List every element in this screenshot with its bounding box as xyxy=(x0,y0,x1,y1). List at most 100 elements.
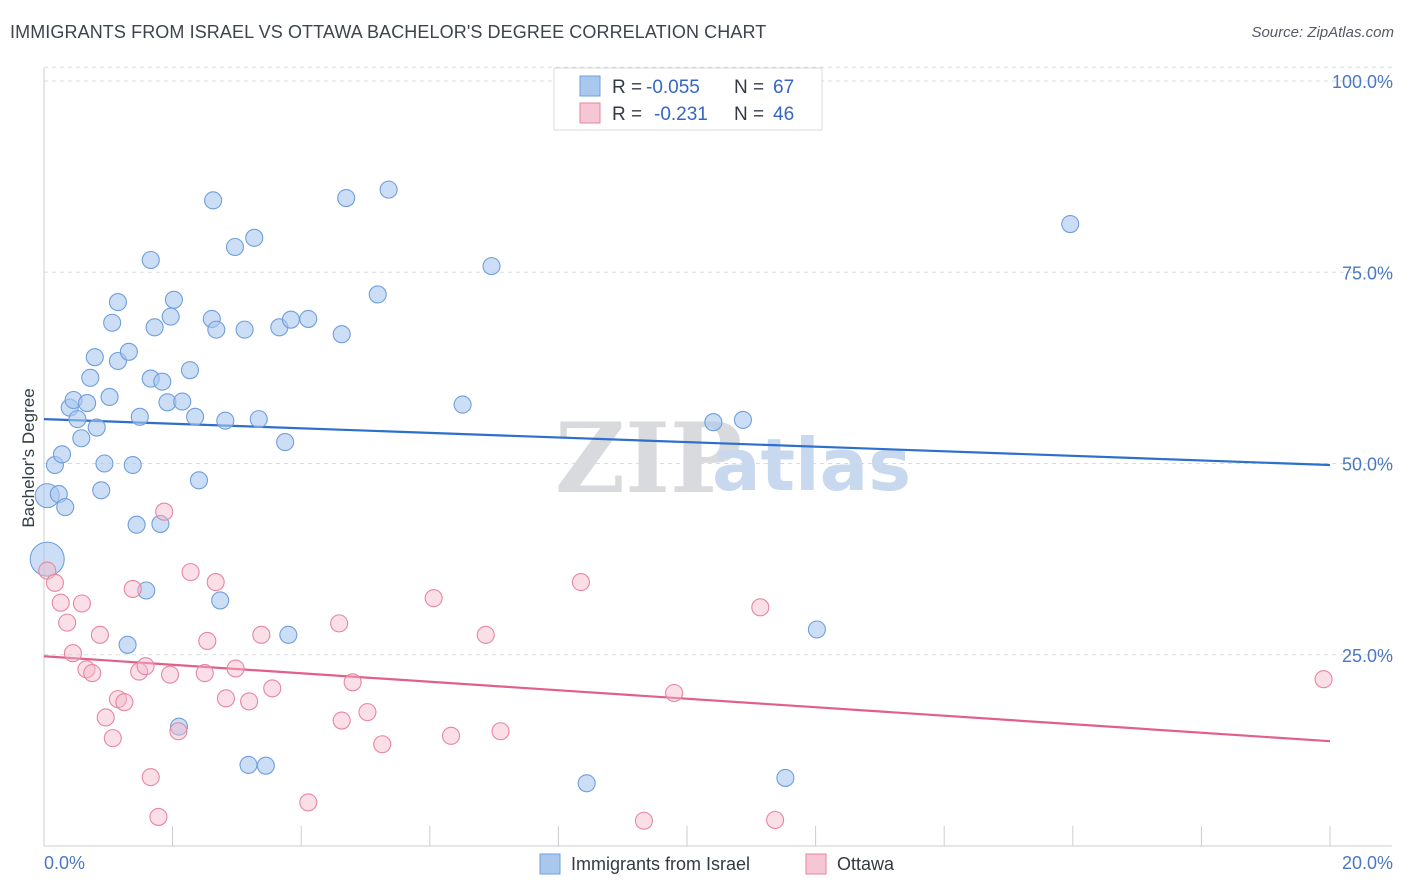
point-ottawa-45 xyxy=(1314,670,1333,689)
point-ottawa-33 xyxy=(343,673,362,692)
point-ottawa-15 xyxy=(136,657,155,676)
legend-n-label-1: N = xyxy=(734,77,764,98)
point-israel-43 xyxy=(216,411,235,430)
point-israel-32 xyxy=(161,307,180,326)
point-israel-20 xyxy=(118,635,137,654)
point-ottawa-38 xyxy=(476,625,495,644)
point-israel-56 xyxy=(337,188,356,208)
point-ottawa-36 xyxy=(424,589,443,608)
point-ottawa-20 xyxy=(169,722,188,741)
series-legend-label-ottawa: Ottawa xyxy=(837,854,895,874)
legend-n-value-2: 46 xyxy=(773,104,794,125)
legend-r-value-2: -0.231 xyxy=(654,104,708,125)
point-ottawa-5 xyxy=(72,594,91,613)
y-tick-labels: 25.0% 50.0% 75.0% 100.0% xyxy=(1332,72,1393,666)
point-israel-15 xyxy=(95,454,114,473)
point-israel-44 xyxy=(225,237,245,257)
point-israel-62 xyxy=(704,413,723,432)
point-israel-60 xyxy=(482,257,501,276)
y-axis-label: Bachelor's Degree xyxy=(19,388,38,527)
point-israel-17 xyxy=(103,313,122,332)
point-israel-63 xyxy=(733,410,752,429)
point-israel-45 xyxy=(235,320,254,339)
point-israel-58 xyxy=(379,180,398,199)
point-ottawa-1 xyxy=(45,573,64,592)
point-israel-57 xyxy=(368,285,387,304)
point-ottawa-19 xyxy=(160,665,180,684)
y-tick-label-50: 50.0% xyxy=(1342,455,1393,475)
point-israel-14 xyxy=(92,481,111,500)
watermark-atlas: atlas xyxy=(712,423,911,507)
trend-line-ottawa xyxy=(43,655,1331,743)
point-ottawa-31 xyxy=(330,614,349,633)
stats-legend: R = -0.055 N = 67 R = -0.231 N = 46 xyxy=(553,67,823,131)
series-legend-swatch-israel xyxy=(539,853,561,875)
point-israel-35 xyxy=(173,392,192,411)
legend-n-label-2: N = xyxy=(734,104,764,125)
point-israel-37 xyxy=(186,407,205,426)
point-ottawa-28 xyxy=(252,625,271,644)
point-ottawa-27 xyxy=(240,692,259,711)
point-israel-8 xyxy=(68,410,87,429)
point-ottawa-40 xyxy=(571,573,590,592)
point-israel-47 xyxy=(245,228,264,247)
point-israel-38 xyxy=(189,471,209,490)
x-tick-labels: 0.0% 20.0% xyxy=(44,853,1393,873)
point-ottawa-7 xyxy=(83,664,102,683)
x-tick-label-max: 20.0% xyxy=(1342,853,1393,873)
point-israel-22 xyxy=(123,455,142,475)
point-israel-18 xyxy=(108,293,127,312)
point-ottawa-39 xyxy=(491,722,510,741)
point-ottawa-43 xyxy=(751,598,770,617)
legend-r-value-1: -0.055 xyxy=(646,77,700,98)
point-israel-33 xyxy=(164,290,183,309)
point-israel-64 xyxy=(776,768,795,787)
point-israel-34 xyxy=(169,717,189,736)
point-israel-21 xyxy=(119,342,138,361)
point-israel-23 xyxy=(127,515,146,534)
point-ottawa-41 xyxy=(634,811,653,830)
series-legend-swatch-ottawa xyxy=(805,853,827,875)
point-ottawa-16 xyxy=(141,768,160,787)
point-israel-10 xyxy=(78,394,97,413)
point-israel-11 xyxy=(81,368,100,387)
point-israel-16 xyxy=(100,387,119,406)
legend-r-label-2: R = xyxy=(612,104,642,125)
chart-source: Source: ZipAtlas.com xyxy=(1251,24,1394,41)
point-israel-55 xyxy=(332,325,351,344)
point-ottawa-44 xyxy=(766,810,785,830)
point-ottawa-34 xyxy=(358,703,377,722)
x-tick-label-min: 0.0% xyxy=(44,853,85,873)
grid-lines xyxy=(44,66,1392,656)
point-ottawa-12 xyxy=(115,693,134,712)
point-ottawa-3 xyxy=(58,613,77,632)
legend-swatch-blue xyxy=(579,75,601,97)
point-ottawa-32 xyxy=(332,711,351,730)
point-ottawa-23 xyxy=(198,631,217,651)
point-ottawa-30 xyxy=(299,793,318,812)
series-legend-label-israel: Immigrants from Israel xyxy=(571,854,750,874)
point-israel-53 xyxy=(281,310,300,329)
y-tick-label-25: 25.0% xyxy=(1342,646,1393,666)
legend-r-label-1: R = xyxy=(612,77,642,98)
point-israel-36 xyxy=(180,361,200,380)
point-israel-65 xyxy=(807,620,826,639)
point-ottawa-21 xyxy=(181,563,200,582)
point-israel-61 xyxy=(577,774,596,793)
point-ottawa-42 xyxy=(665,683,684,703)
point-israel-25 xyxy=(137,581,156,600)
point-ottawa-9 xyxy=(96,708,115,727)
point-israel-49 xyxy=(256,756,275,775)
point-israel-40 xyxy=(204,191,223,210)
watermark: ZIP atlas xyxy=(555,402,911,515)
point-ottawa-2 xyxy=(51,593,70,612)
point-ottawa-25 xyxy=(216,689,236,708)
data-points xyxy=(29,180,1333,830)
point-israel-9 xyxy=(72,429,91,448)
legend-n-value-1: 67 xyxy=(773,77,794,98)
point-israel-42 xyxy=(211,591,230,610)
point-ottawa-35 xyxy=(373,735,392,754)
axes xyxy=(43,68,1392,847)
point-israel-54 xyxy=(299,309,318,328)
chart-title: IMMIGRANTS FROM ISRAEL VS OTTAWA BACHELO… xyxy=(10,22,767,42)
